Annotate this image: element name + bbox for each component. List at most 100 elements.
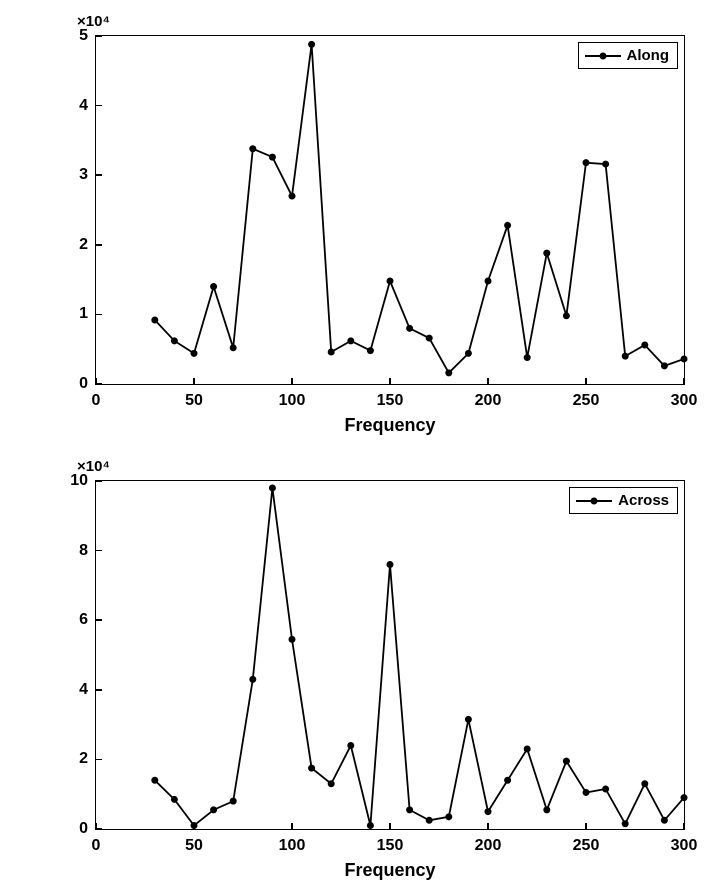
y-tick-mark [96, 35, 102, 37]
x-tick-mark [585, 823, 587, 829]
x-tick-label: 250 [573, 837, 600, 855]
legend-marker-icon [576, 500, 612, 502]
series-marker [524, 745, 531, 752]
y-tick-mark [96, 480, 102, 482]
y-tick-label: 0 [79, 375, 88, 393]
series-marker [387, 561, 394, 568]
series-marker [269, 154, 276, 161]
series-marker [151, 777, 158, 784]
series-marker [406, 325, 413, 332]
series-marker [465, 350, 472, 357]
x-tick-label: 250 [573, 392, 600, 410]
y-tick-label: 8 [79, 542, 88, 560]
chart-along-plot-area: Along 050100150200250300012345 [95, 35, 685, 385]
x-tick-mark [389, 823, 391, 829]
legend-label: Along [627, 47, 670, 64]
series-marker [308, 765, 315, 772]
chart-across-legend: Across [569, 487, 678, 514]
x-tick-mark [193, 823, 195, 829]
x-tick-mark [389, 378, 391, 384]
legend-label: Across [618, 492, 669, 509]
x-tick-label: 0 [92, 837, 101, 855]
x-tick-mark [487, 378, 489, 384]
series-marker [661, 817, 668, 824]
y-tick-mark [96, 689, 102, 691]
series-marker [289, 636, 296, 643]
series-marker [563, 312, 570, 319]
x-tick-label: 0 [92, 392, 101, 410]
series-marker [504, 222, 511, 229]
series-marker [249, 676, 256, 683]
series-marker [426, 817, 433, 824]
x-tick-label: 200 [475, 837, 502, 855]
series-marker [485, 808, 492, 815]
series-marker [583, 159, 590, 166]
y-tick-label: 4 [79, 97, 88, 115]
series-marker [308, 41, 315, 48]
y-tick-label: 6 [79, 611, 88, 629]
series-marker [367, 822, 374, 829]
series-marker [347, 337, 354, 344]
series-marker [210, 283, 217, 290]
figure-container: Along 050100150200250300012345 ×10⁴ Freq… [0, 0, 724, 885]
y-tick-label: 4 [79, 681, 88, 699]
x-tick-mark [683, 378, 685, 384]
series-marker [524, 354, 531, 361]
series-marker [347, 742, 354, 749]
chart-across-xlabel: Frequency [344, 860, 435, 881]
series-marker [191, 350, 198, 357]
series-marker [151, 316, 158, 323]
series-marker [641, 342, 648, 349]
series-marker [622, 820, 629, 827]
series-marker [426, 335, 433, 342]
legend-marker-icon [585, 55, 621, 57]
series-line [155, 44, 684, 373]
series-marker [622, 353, 629, 360]
series-marker [543, 806, 550, 813]
series-marker [171, 796, 178, 803]
chart-across-exponent: ×10⁴ [77, 458, 110, 475]
series-marker [269, 484, 276, 491]
series-marker [171, 337, 178, 344]
series-marker [504, 777, 511, 784]
chart-along-panel: Along 050100150200250300012345 ×10⁴ Freq… [95, 35, 685, 385]
x-tick-mark [585, 378, 587, 384]
chart-across-plot-area: Across 0501001502002503000246810 [95, 480, 685, 830]
series-marker [465, 716, 472, 723]
y-tick-label: 0 [79, 820, 88, 838]
chart-along-legend: Along [578, 42, 679, 69]
chart-across-series [96, 481, 684, 829]
series-marker [563, 758, 570, 765]
series-marker [681, 355, 688, 362]
series-marker [661, 362, 668, 369]
y-tick-mark [96, 174, 102, 176]
series-marker [406, 806, 413, 813]
series-marker [602, 785, 609, 792]
x-tick-mark [291, 823, 293, 829]
y-tick-mark [96, 383, 102, 385]
chart-across-panel: Across 0501001502002503000246810 ×10⁴ Fr… [95, 480, 685, 830]
series-line [155, 488, 684, 826]
series-marker [230, 798, 237, 805]
chart-along-exponent: ×10⁴ [77, 13, 110, 30]
series-marker [641, 780, 648, 787]
y-tick-mark [96, 244, 102, 246]
series-marker [543, 250, 550, 257]
y-tick-label: 3 [79, 166, 88, 184]
series-marker [583, 789, 590, 796]
x-tick-label: 300 [671, 837, 698, 855]
y-tick-label: 2 [79, 750, 88, 768]
series-marker [445, 813, 452, 820]
chart-along-series [96, 36, 684, 384]
y-tick-label: 2 [79, 236, 88, 254]
x-tick-label: 200 [475, 392, 502, 410]
x-tick-label: 300 [671, 392, 698, 410]
y-tick-label: 1 [79, 305, 88, 323]
x-tick-label: 150 [377, 392, 404, 410]
series-marker [485, 277, 492, 284]
x-tick-mark [291, 378, 293, 384]
series-marker [445, 369, 452, 376]
y-tick-mark [96, 314, 102, 316]
chart-along-xlabel: Frequency [344, 415, 435, 436]
x-tick-label: 150 [377, 837, 404, 855]
